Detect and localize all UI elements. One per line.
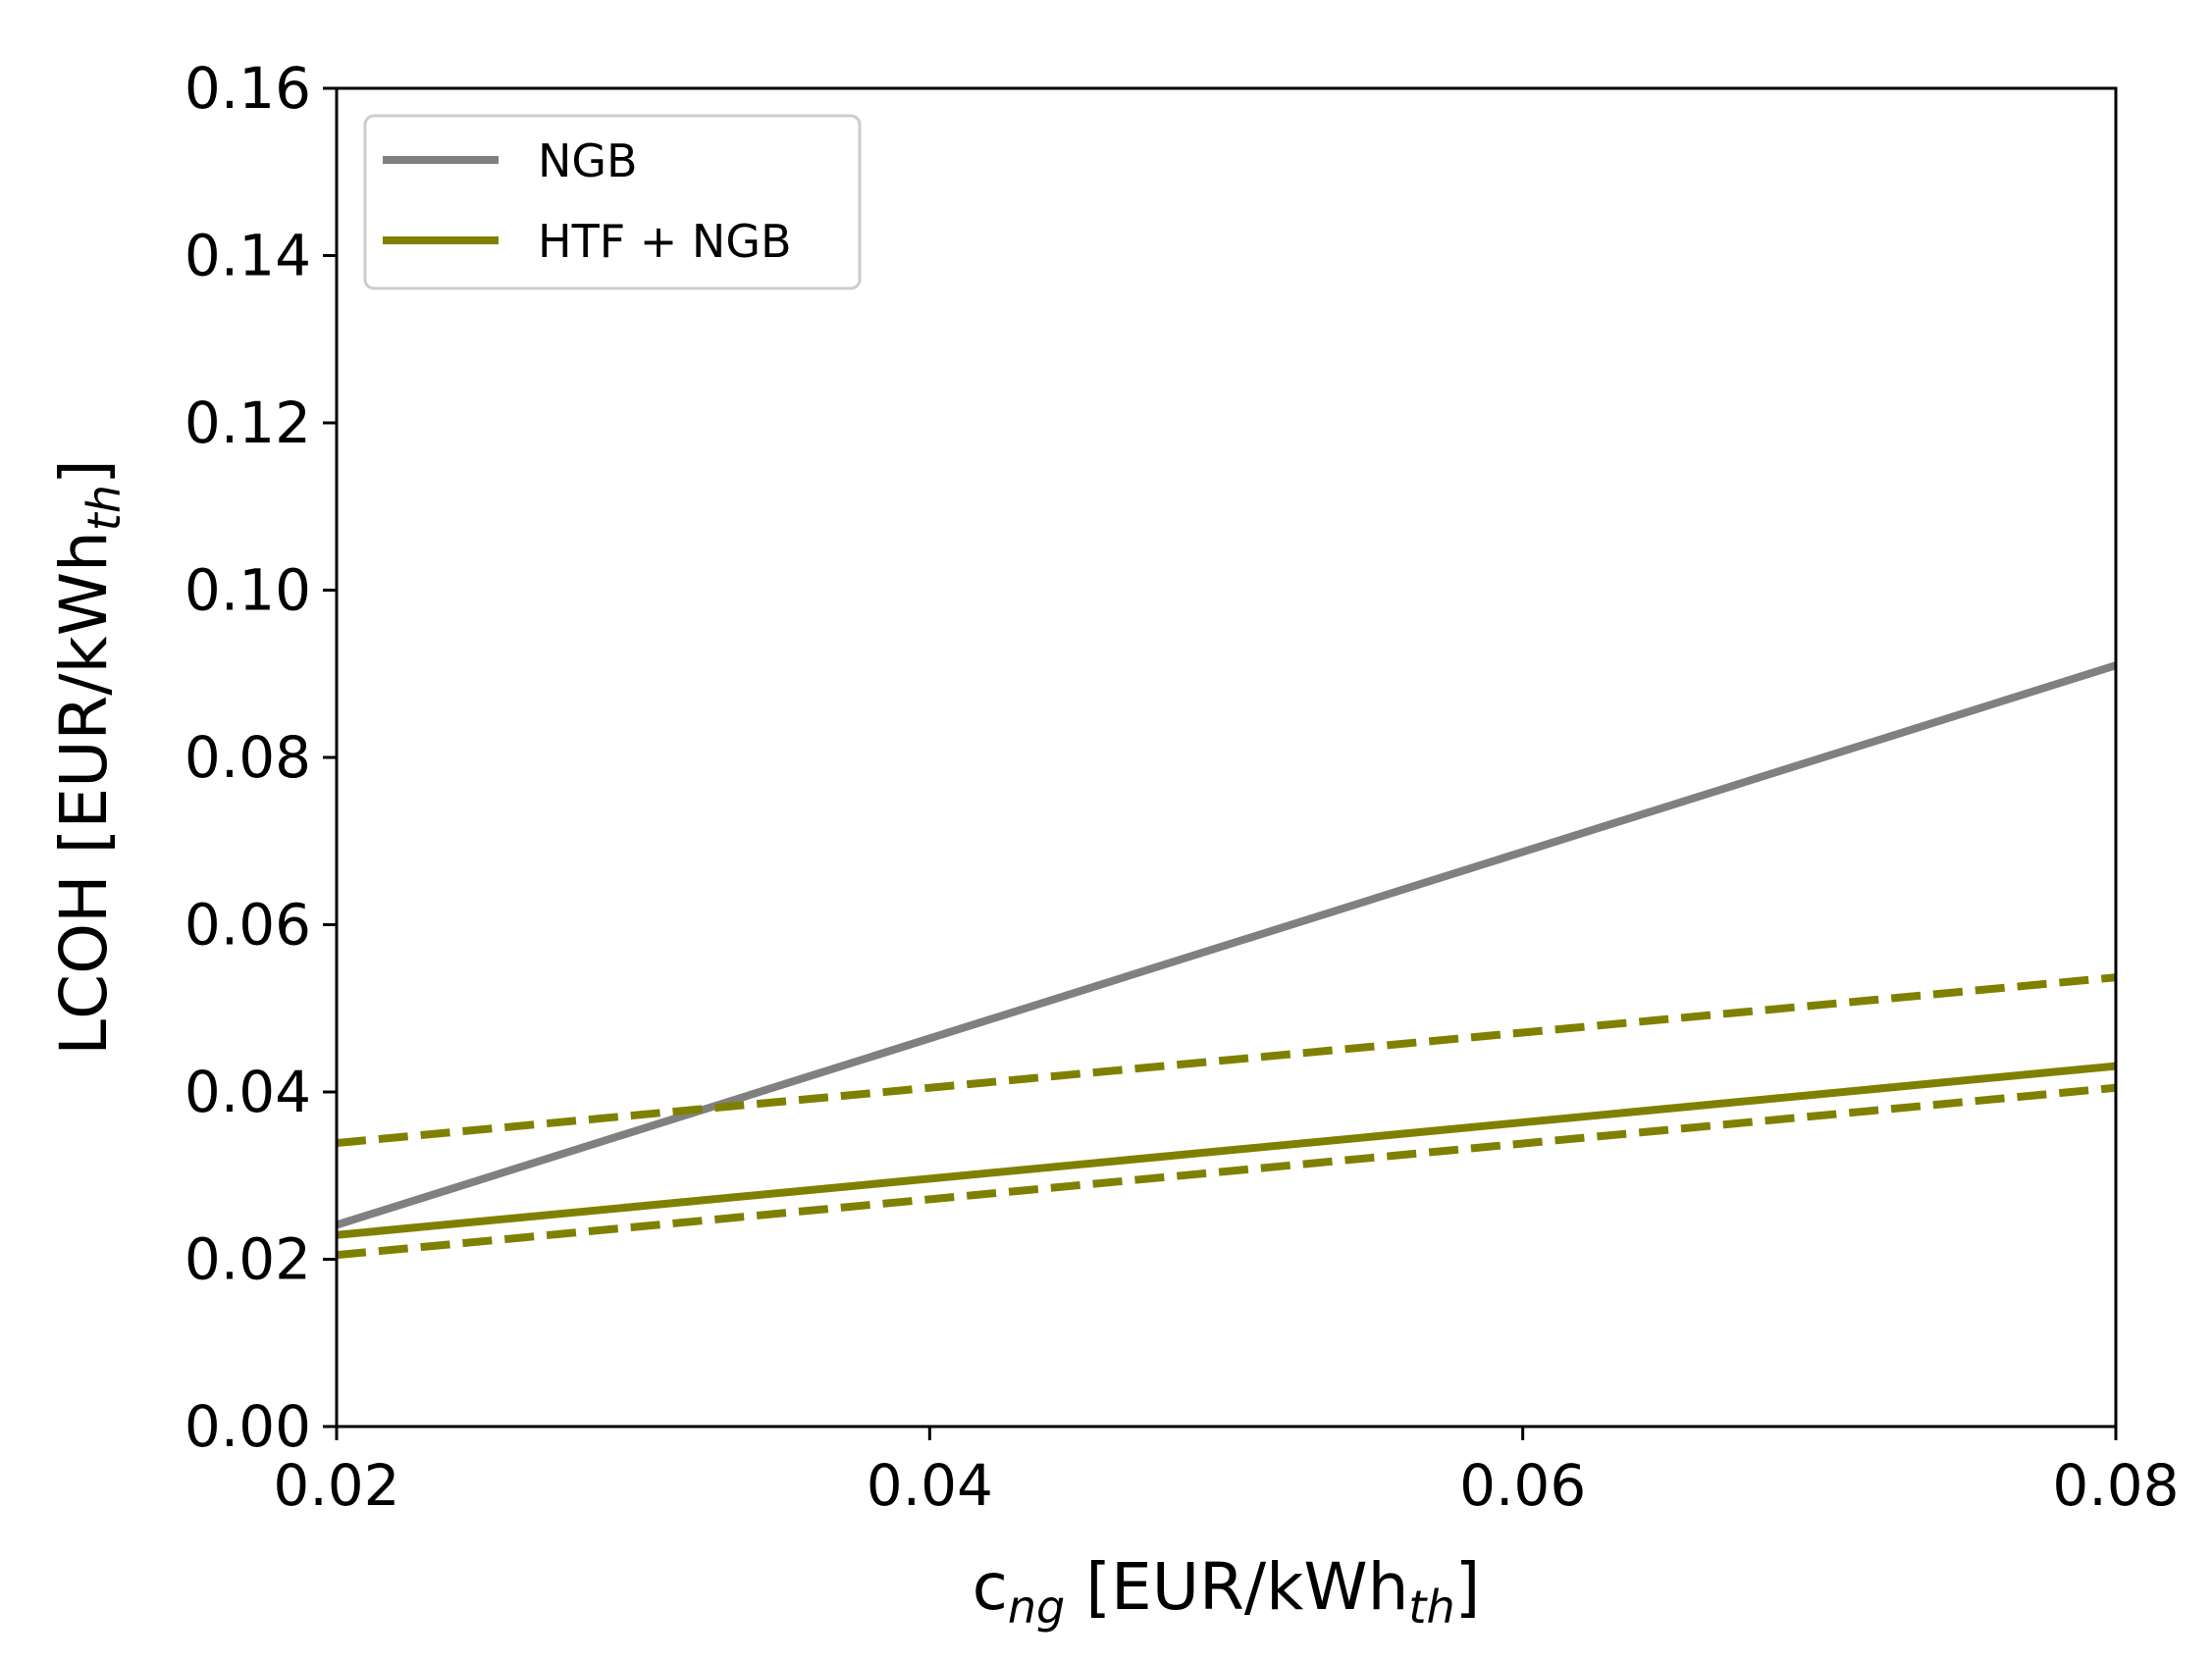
y-tick-label: 0.10 <box>184 557 311 624</box>
y-tick-label: 0.02 <box>184 1226 311 1293</box>
x-axis-label-part: c <box>973 1549 1008 1625</box>
x-axis-label-part: ] <box>1455 1549 1481 1625</box>
legend: NGB HTF + NGB <box>363 114 862 290</box>
y-axis-label-part: ] <box>46 459 122 485</box>
x-axis-label-subscript: th <box>1408 1581 1454 1634</box>
y-tick-label: 0.14 <box>184 223 311 289</box>
x-axis-label: cng [EUR/kWhth] <box>973 1549 1481 1634</box>
series-line-ngb <box>337 661 2116 1229</box>
series-line-htf-ngb <box>337 1062 2116 1239</box>
axes-layer: 0.02 0.04 0.06 0.080.000.020.040.060.080.10… <box>184 55 2180 1519</box>
x-axis-label-part: [EUR/kWh <box>1065 1549 1408 1625</box>
y-tick-label: 0.04 <box>184 1059 311 1125</box>
y-axis-label-subscript: th <box>78 485 131 531</box>
y-tick-label: 0.12 <box>184 390 311 456</box>
y-tick-label: 0.00 <box>184 1393 311 1460</box>
x-tick-label: 0.06 <box>1459 1452 1586 1519</box>
x-tick-label: 0.04 <box>867 1452 993 1519</box>
series-line-dashed-2 <box>337 973 2116 1147</box>
y-tick-label: 0.08 <box>184 724 311 791</box>
axis-labels: cng [EUR/kWhth]LCOH [EUR/kWhth] <box>46 459 1480 1634</box>
x-tick-label: 0.08 <box>2052 1452 2179 1519</box>
legend-label: NGB <box>538 134 638 187</box>
y-axis-label: LCOH [EUR/kWhth] <box>46 459 131 1056</box>
series-line-dashed-3 <box>337 1083 2116 1260</box>
x-axis-label-subscript: ng <box>1008 1581 1065 1634</box>
y-axis-label-part: LCOH [EUR/kWh <box>46 531 122 1056</box>
y-tick-label: 0.06 <box>184 892 311 959</box>
x-tick-label: 0.02 <box>273 1452 399 1519</box>
y-tick-label: 0.16 <box>184 55 311 122</box>
legend-label: HTF + NGB <box>538 215 792 268</box>
series-layer <box>337 661 2116 1260</box>
